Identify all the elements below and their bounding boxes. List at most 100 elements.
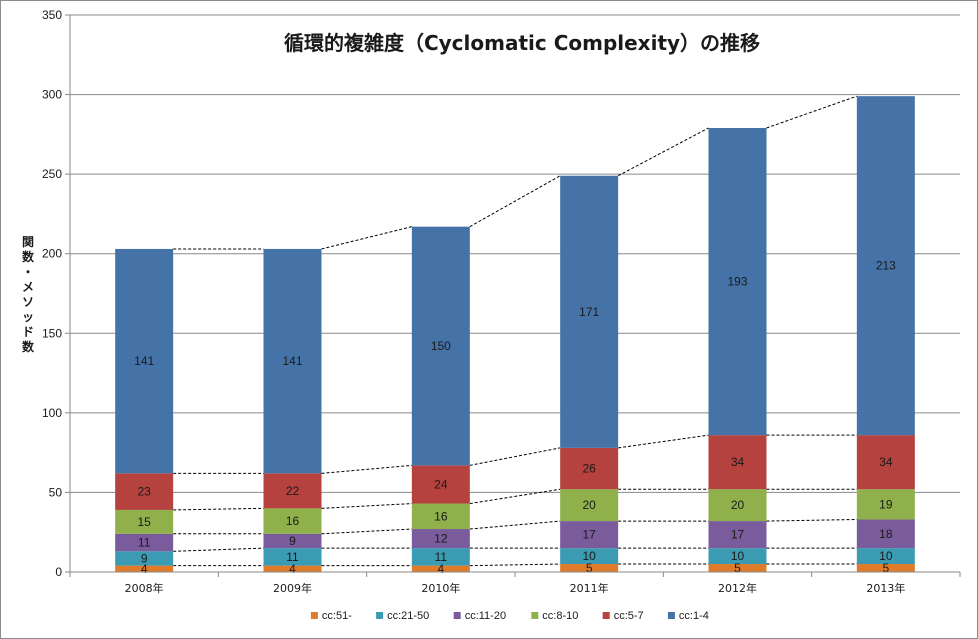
- data-label: 5: [882, 561, 889, 575]
- bar-segment: [560, 564, 619, 572]
- connector-line: [766, 518, 857, 522]
- x-tick-label: 2013年: [866, 581, 905, 595]
- y-tick-label: 250: [42, 167, 62, 181]
- connector-line: [469, 447, 561, 466]
- data-label: 15: [137, 515, 151, 529]
- data-label: 10: [582, 549, 596, 563]
- data-label: 10: [879, 549, 893, 563]
- y-axis-ticks: 0 50 100 150 200 250 300 350: [42, 8, 70, 579]
- bar-segment: [560, 548, 619, 565]
- connector-line: [469, 488, 561, 505]
- bar-segment: [263, 508, 322, 534]
- x-tick-label: 2010年: [421, 581, 460, 595]
- legend-swatch: [667, 612, 675, 619]
- y-tick-label: 0: [55, 565, 62, 579]
- y-axis-label-char: ド: [22, 325, 34, 339]
- y-tick-label: 200: [42, 247, 62, 261]
- y-tick-label: 300: [42, 88, 62, 102]
- y-axis-label-char: 関: [22, 235, 34, 249]
- connector-line: [766, 95, 857, 129]
- bar-segment: [856, 489, 915, 520]
- connector-line: [469, 563, 561, 567]
- bar-segment: [708, 489, 767, 522]
- y-tick-label: 150: [42, 326, 62, 340]
- y-axis-label: 関数・メソッド数: [22, 235, 35, 354]
- bar-segment: [560, 447, 619, 490]
- data-label: 17: [582, 528, 596, 542]
- data-label: 16: [286, 514, 300, 528]
- connector-line: [618, 434, 709, 449]
- connector-line: [469, 175, 561, 228]
- legend-swatch: [310, 612, 318, 619]
- chart-title: 循環的複雑度（Cyclomatic Complexity）の推移: [284, 31, 760, 55]
- data-label: 18: [879, 527, 893, 541]
- bar-segment: [411, 565, 470, 572]
- bar-segment: [115, 473, 174, 510]
- legend-label: cc:1-4: [679, 610, 709, 622]
- bar-segment: [856, 519, 915, 549]
- connector-line: [321, 528, 412, 535]
- data-label: 20: [582, 498, 596, 512]
- data-label: 11: [138, 536, 151, 550]
- connector-line: [321, 503, 412, 509]
- x-tick-label: 2012年: [718, 581, 757, 595]
- legend-label: cc:51-: [322, 610, 352, 622]
- y-axis-label-char: 数: [22, 339, 35, 354]
- y-tick-label: 350: [42, 8, 62, 22]
- bars: [115, 96, 915, 572]
- bar-segment: [708, 521, 767, 549]
- y-axis-label-char: ッ: [22, 310, 34, 324]
- data-label: 23: [137, 485, 151, 499]
- connector-line: [173, 547, 264, 552]
- bar-segment: [115, 565, 174, 572]
- data-label: 34: [731, 455, 745, 469]
- bar-segment: [411, 503, 470, 530]
- data-label: 10: [731, 549, 745, 563]
- data-label: 11: [435, 550, 448, 564]
- legend-label: cc:11-20: [465, 610, 506, 622]
- gridlines: [70, 14, 960, 493]
- data-label: 193: [727, 275, 747, 289]
- data-labels: 4911152314141191622141411121624150510172…: [134, 259, 896, 576]
- bar-segment: [708, 564, 767, 572]
- y-axis-label-char: メ: [22, 280, 34, 294]
- bar-segment: [560, 521, 619, 549]
- data-label: 5: [586, 561, 593, 575]
- bar-segment: [263, 533, 322, 549]
- data-label: 150: [431, 339, 451, 353]
- bar-segment: [263, 548, 322, 566]
- data-label: 34: [879, 455, 893, 469]
- legend-label: cc:21-50: [387, 610, 429, 622]
- bar-segment: [115, 533, 174, 552]
- x-axis-ticks: 2008年 2009年 2010年 2011年 2012年 2013年: [69, 572, 961, 595]
- legend-swatch: [453, 612, 461, 619]
- bar-segment: [411, 226, 470, 466]
- bar-segment: [411, 465, 470, 504]
- bar-segment: [856, 96, 915, 436]
- data-label: 141: [134, 354, 154, 368]
- bar-segment: [708, 435, 767, 490]
- x-tick-label: 2008年: [125, 581, 164, 595]
- y-axis-label-char: ・: [22, 265, 34, 279]
- connector-line: [617, 127, 709, 177]
- data-label: 5: [734, 561, 741, 575]
- y-axis-label-char: 数: [22, 249, 35, 264]
- data-label: 22: [286, 484, 300, 498]
- data-label: 4: [437, 562, 444, 576]
- legend-label: cc:8-10: [542, 610, 578, 622]
- data-label: 9: [289, 534, 296, 548]
- connector-line: [173, 507, 264, 511]
- legend: cc:51- cc:21-50 cc:11-20 cc:8-10 cc:5-7 cc:1-…: [310, 610, 709, 622]
- bar-segment: [115, 248, 174, 474]
- bar-segment: [560, 175, 619, 448]
- bar-segment: [856, 435, 915, 490]
- bar-segment: [560, 489, 619, 522]
- data-label: 171: [579, 305, 599, 319]
- data-label: 26: [582, 462, 596, 476]
- data-label: 11: [286, 550, 299, 564]
- legend-swatch: [602, 612, 610, 619]
- series-connectors: [173, 95, 857, 567]
- bar-segment: [708, 127, 767, 436]
- bar-segment: [115, 551, 174, 566]
